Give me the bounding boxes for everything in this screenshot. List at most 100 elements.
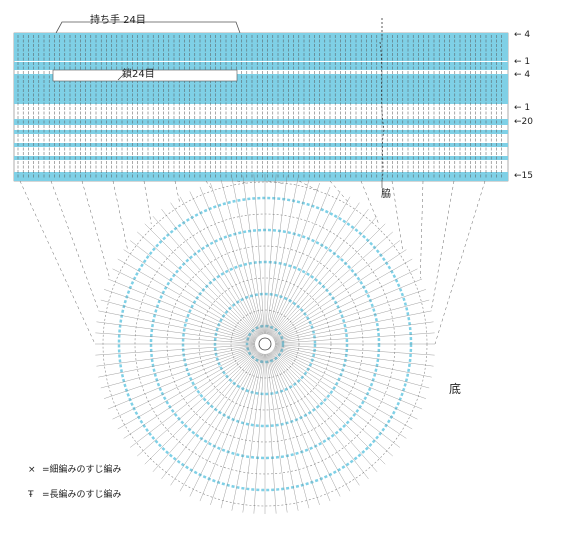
radial-spoke bbox=[152, 216, 259, 337]
row-count-label: ← 1 bbox=[514, 57, 531, 67]
leader-line bbox=[420, 180, 424, 279]
leader-line bbox=[143, 180, 152, 225]
radial-spoke bbox=[268, 182, 320, 335]
row-count-label: ← 1 bbox=[514, 103, 531, 113]
radial-spoke bbox=[271, 223, 386, 338]
stitch-band bbox=[14, 143, 508, 147]
radial-spoke bbox=[144, 350, 259, 465]
side-seam-line bbox=[379, 18, 385, 181]
radial-spoke bbox=[253, 353, 265, 514]
leader-lines bbox=[19, 180, 486, 345]
radial-spoke bbox=[273, 348, 413, 430]
leader-line bbox=[360, 180, 379, 225]
radial-spoke bbox=[274, 347, 423, 410]
radial-spoke bbox=[210, 182, 262, 335]
radial-spoke bbox=[112, 348, 257, 420]
radial-spoke bbox=[210, 353, 262, 506]
radial-spoke bbox=[274, 289, 427, 341]
double-crochet-back-loop-icon: Ŧ bbox=[28, 490, 34, 500]
radial-spoke bbox=[95, 332, 256, 344]
radial-spoke bbox=[273, 268, 418, 340]
radial-spoke bbox=[266, 175, 288, 335]
stitch-band bbox=[14, 156, 508, 160]
radial-spoke bbox=[268, 186, 331, 335]
radial-spoke bbox=[152, 351, 259, 472]
radial-spoke bbox=[137, 350, 258, 457]
radial-spoke bbox=[98, 310, 256, 343]
radial-spoke bbox=[107, 278, 256, 341]
radial-spoke bbox=[199, 353, 262, 502]
radial-spoke bbox=[137, 231, 258, 338]
radial-spoke bbox=[274, 344, 435, 356]
radial-spoke bbox=[100, 346, 256, 389]
row-count-label: ←15 bbox=[514, 171, 533, 181]
stitch-band bbox=[14, 130, 508, 134]
radial-spoke bbox=[266, 353, 299, 511]
legend-item-single-crochet: × =細編みのすじ編み bbox=[28, 462, 122, 475]
legend-text: =長編みのすじ編み bbox=[42, 490, 122, 500]
radial-spoke bbox=[220, 353, 263, 509]
body-stitch-columns bbox=[17, 35, 502, 179]
leader-line bbox=[19, 180, 96, 345]
radial-spoke bbox=[161, 351, 260, 479]
handle-bracket bbox=[55, 21, 241, 34]
stitch-band bbox=[14, 62, 508, 70]
radial-spoke bbox=[95, 344, 256, 356]
radial-spoke bbox=[170, 352, 260, 486]
radial-spoke bbox=[266, 177, 299, 335]
radial-spoke bbox=[272, 240, 400, 339]
radial-spoke bbox=[179, 352, 261, 492]
leader-line bbox=[236, 180, 248, 184]
handle-label: 持ち手 24目 bbox=[90, 15, 146, 26]
radial-spoke bbox=[179, 196, 261, 336]
radial-spoke bbox=[269, 196, 351, 336]
radial-spoke bbox=[271, 351, 378, 472]
legend-text: =細編みのすじ編み bbox=[42, 465, 122, 475]
radial-spoke bbox=[274, 299, 430, 342]
magic-ring bbox=[258, 337, 272, 351]
stitch-band bbox=[14, 119, 508, 125]
leader-line bbox=[329, 180, 351, 205]
radial-spoke bbox=[272, 231, 393, 338]
radial-spoke bbox=[274, 346, 430, 389]
radial-spoke bbox=[267, 179, 310, 335]
radial-spoke bbox=[269, 352, 351, 492]
radial-spoke bbox=[273, 349, 407, 439]
radial-spoke bbox=[274, 321, 434, 343]
radial-spoke bbox=[98, 345, 256, 378]
radial-spoke bbox=[199, 186, 262, 335]
radial-spoke bbox=[270, 352, 360, 486]
radial-spoke bbox=[123, 249, 257, 339]
row-count-label: ← 4 bbox=[514, 70, 531, 80]
radial-spoke bbox=[269, 191, 341, 336]
radial-spoke bbox=[103, 347, 256, 399]
radial-spoke bbox=[170, 202, 260, 336]
radial-spoke bbox=[231, 353, 264, 511]
leader-line bbox=[50, 180, 99, 311]
radial-spoke bbox=[266, 353, 288, 513]
radial-spoke bbox=[189, 352, 261, 497]
radial-spoke bbox=[273, 258, 413, 340]
leader-line bbox=[205, 180, 213, 191]
row-count-label: ← 4 bbox=[514, 30, 531, 40]
radial-spoke bbox=[123, 349, 257, 439]
radial-spoke bbox=[270, 209, 369, 337]
leader-line bbox=[112, 180, 128, 250]
radial-spoke bbox=[144, 223, 259, 338]
radial-spoke bbox=[273, 348, 418, 420]
radial-spoke bbox=[265, 174, 277, 335]
radial-spoke bbox=[265, 353, 277, 514]
radial-spoke bbox=[231, 177, 264, 335]
radial-spoke bbox=[268, 353, 320, 506]
single-crochet-back-loop-icon: × bbox=[28, 465, 36, 475]
radial-spoke bbox=[274, 345, 434, 367]
body-bands bbox=[14, 33, 508, 181]
radial-spoke bbox=[274, 347, 427, 399]
radial-spoke bbox=[242, 175, 264, 335]
handle-opening bbox=[52, 69, 238, 82]
radial-spoke bbox=[112, 268, 257, 340]
row-count-label: ←20 bbox=[514, 117, 533, 127]
radial-spoke bbox=[220, 179, 263, 335]
bottom-circle bbox=[95, 174, 435, 514]
